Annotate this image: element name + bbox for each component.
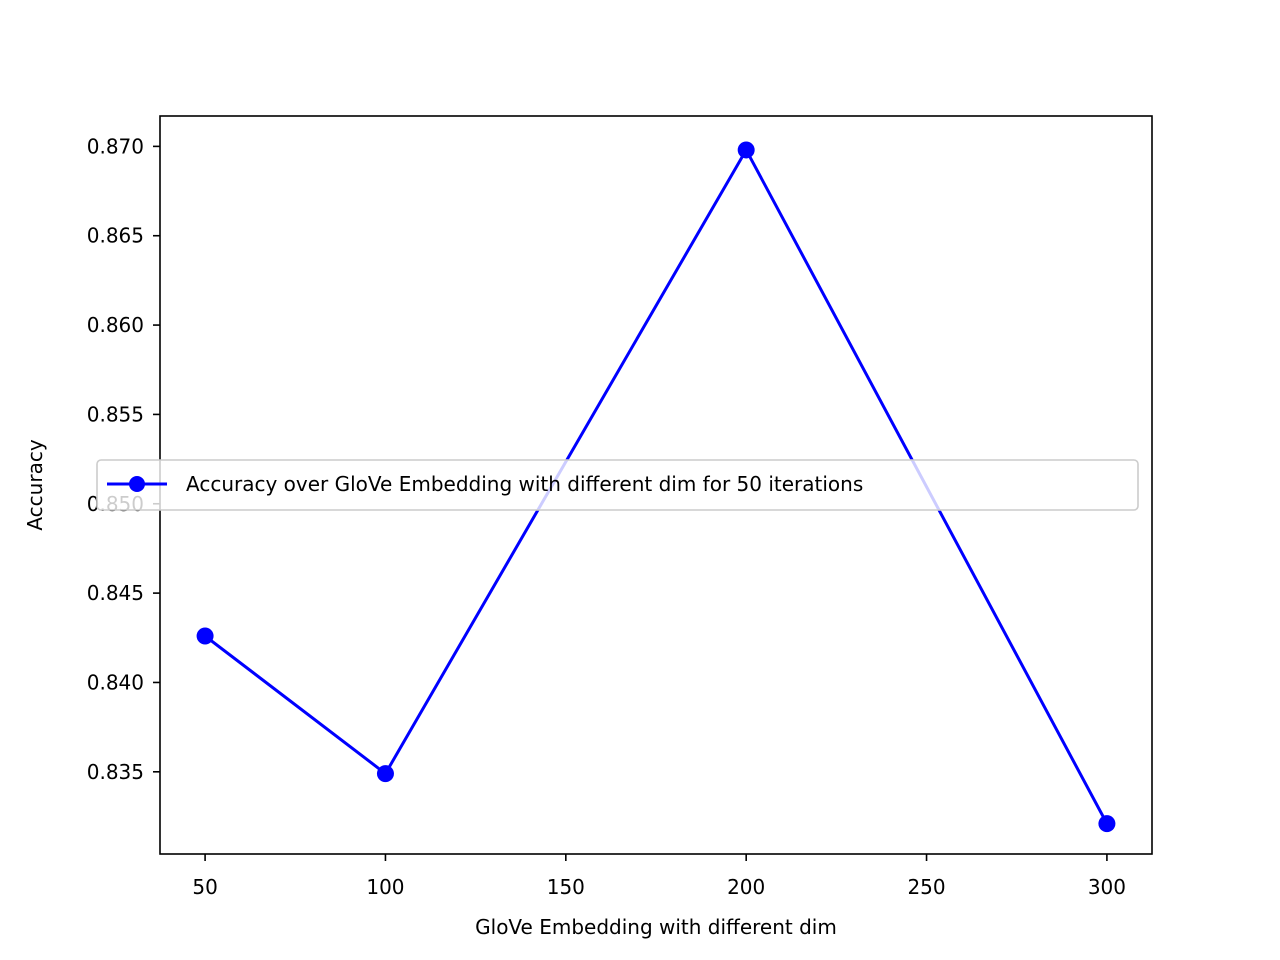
y-tick-label: 0.855 — [87, 402, 144, 426]
x-tick-label: 150 — [547, 875, 585, 899]
legend-label: Accuracy over GloVe Embedding with diffe… — [186, 472, 863, 496]
data-point — [1098, 815, 1116, 833]
x-tick-label: 300 — [1088, 875, 1126, 899]
x-tick-label: 100 — [366, 875, 404, 899]
legend-marker — [129, 476, 145, 492]
x-tick-label: 50 — [192, 875, 217, 899]
x-tick-label: 250 — [907, 875, 945, 899]
x-axis-label: GloVe Embedding with different dim — [475, 915, 837, 939]
y-axis-label: Accuracy — [23, 439, 47, 530]
x-tick-label: 200 — [727, 875, 765, 899]
x-axis-ticks: 50 100 150 200 250 300 — [192, 854, 1126, 899]
y-tick-label: 0.835 — [87, 760, 144, 784]
y-tick-label: 0.845 — [87, 581, 144, 605]
data-point — [737, 141, 755, 159]
y-tick-label: 0.870 — [87, 134, 144, 158]
data-point — [376, 765, 394, 783]
y-tick-label: 0.840 — [87, 670, 144, 694]
y-tick-label: 0.865 — [87, 224, 144, 248]
legend-box — [96, 459, 1139, 511]
data-point — [196, 627, 214, 645]
y-tick-label: 0.860 — [87, 313, 144, 337]
legend: Accuracy over GloVe Embedding with diffe… — [96, 459, 1139, 511]
